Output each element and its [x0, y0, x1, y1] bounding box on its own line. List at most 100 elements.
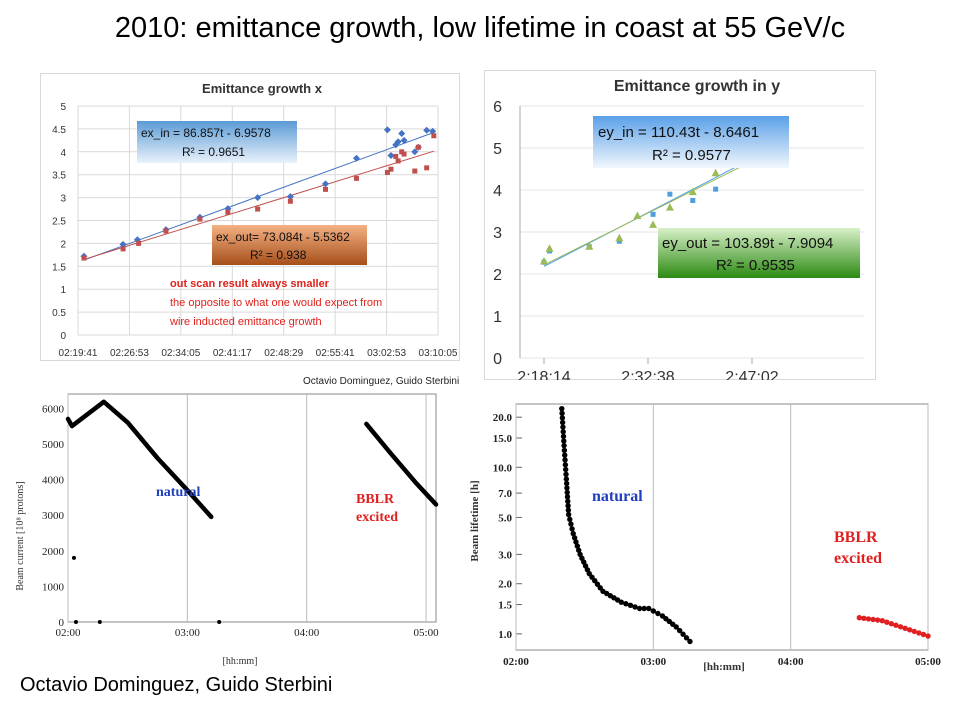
point-bblr-excited: [920, 631, 927, 638]
fit-box-out: ex_out= 73.084t - 5.5362 R² = 0.938: [212, 225, 367, 265]
point-ex_out: [395, 158, 401, 164]
fit-box-in: ex_in = 86.857t - 6.9578 R² = 0.9651: [137, 121, 297, 163]
point-ex_in: [400, 136, 408, 144]
point-natural: [562, 457, 568, 463]
trend-lines: [543, 151, 766, 267]
fit-box-bg: [593, 116, 789, 168]
point-ex_out: [323, 186, 328, 192]
point-natural: [561, 447, 568, 454]
fit-r2: R² = 0.938: [250, 248, 307, 262]
point-ey_in: [650, 211, 656, 217]
y-tick-label: 5: [60, 102, 66, 113]
data-points: [559, 405, 931, 645]
fit-equation: ex_in = 86.857t - 6.9578: [141, 126, 271, 140]
y-tick-label: 3000: [42, 510, 65, 522]
x-tick-label: 02:34:05: [161, 348, 200, 359]
point-natural: [565, 498, 571, 504]
x-tick-label: 02:41:17: [213, 348, 252, 359]
point-ex_in: [411, 148, 419, 156]
point-natural: [650, 608, 657, 614]
point-ey_out: [615, 233, 624, 242]
point-bblr-excited: [861, 615, 867, 622]
point-natural: [564, 485, 570, 491]
point-low: [97, 620, 102, 624]
point-ey_out: [585, 242, 594, 250]
point-ex_out: [401, 151, 407, 157]
point-ex_out: [197, 216, 203, 222]
y-tick-label: 3: [60, 194, 66, 205]
y-tick-label: 4.5: [52, 125, 66, 136]
point-bblr-excited: [884, 619, 890, 625]
point-bblr-excited: [865, 616, 872, 622]
y-tick-label: 2000: [42, 546, 65, 558]
point-natural: [576, 547, 582, 553]
point-natural: [559, 405, 565, 412]
chart-beam-lifetime: 1.0 1.5 2.0 3.0 5.0 7.0 10.0 15.0 20.0 02:00 03:00…: [466, 396, 956, 676]
trend-line-ey_in: [543, 151, 766, 267]
x-axis-label: [hh:mm]: [703, 661, 745, 673]
y-tick-label: 6000: [42, 403, 65, 415]
point-bblr-excited: [916, 630, 922, 636]
label-bblr: BBLR excited: [356, 492, 398, 525]
point-natural: [562, 462, 569, 468]
y-tick-label: 1.5: [498, 600, 512, 612]
fit-box-bg: [658, 228, 860, 278]
point-natural: [687, 638, 693, 645]
x-tick-label: 02:00: [55, 627, 81, 639]
point-natural: [618, 599, 624, 605]
x-tick-label: 02:26:53: [110, 348, 149, 359]
x-tick-label: 03:02:53: [367, 348, 406, 359]
credit-small: Octavio Dominguez, Guido Sterbini: [303, 376, 460, 387]
x-axis-label: [hh:mm]: [223, 656, 258, 667]
x-tick-label: 02:48:29: [264, 348, 303, 359]
y-tick-label: 20.0: [493, 412, 513, 424]
point-low: [217, 620, 222, 624]
point-ex_out: [424, 165, 430, 171]
point-natural: [636, 605, 643, 612]
point-bblr-excited: [888, 621, 895, 627]
fit-equation: ey_in = 110.43t - 8.6461: [598, 124, 759, 141]
point-ex_out: [136, 240, 142, 246]
y-tick-label: 3.0: [498, 549, 512, 561]
point-ex_out: [384, 169, 390, 175]
x-tick-label: 03:00: [640, 656, 666, 668]
point-ex_in: [392, 141, 400, 149]
annotation-line-2: the opposite to what one would expect fr…: [170, 297, 382, 309]
point-natural: [564, 494, 571, 500]
point-natural: [563, 466, 569, 473]
point-ex_in: [429, 127, 437, 135]
point-natural: [562, 452, 568, 458]
y-tick-label: 3: [493, 225, 502, 242]
y-tick-label: 4: [493, 183, 502, 200]
point-natural: [564, 489, 570, 496]
axis-ticks: 0 1 2 3 4 5 6 2:18:14 2:32:38 2:47:02: [493, 99, 779, 380]
point-natural: [560, 424, 566, 430]
point-ex_out: [120, 246, 126, 252]
point-bblr-excited: [874, 617, 881, 623]
y-tick-label: 2.0: [498, 579, 512, 591]
point-natural: [563, 476, 570, 482]
point-ex_in: [423, 126, 431, 134]
point-natural: [646, 605, 652, 612]
trend-line-ex_out: [83, 150, 434, 260]
point-bblr-excited: [911, 628, 917, 635]
y-tick-label: 10.0: [493, 462, 513, 474]
point-natural: [563, 471, 569, 477]
point-bblr-excited: [902, 625, 908, 631]
fit-box-bg: [212, 225, 367, 265]
point-ex_out: [388, 166, 394, 172]
point-ey_out: [545, 244, 554, 252]
y-tick-label: 0: [493, 351, 502, 368]
y-tick-label: 0: [59, 617, 65, 629]
y-tick-label: 4000: [42, 475, 65, 487]
y-tick-label: 1: [493, 309, 502, 326]
point-natural: [676, 627, 683, 634]
chart-emittance-x: Emittance growth x 0 0.5 1 1.5 2 2.5 3 3.5 4 4.5 5…: [40, 73, 460, 361]
point-ey_in: [713, 186, 719, 192]
x-tick-label: 2:47:02: [725, 369, 778, 380]
footer-credit: Octavio Dominguez, Guido Sterbini: [20, 674, 333, 696]
point-natural: [559, 415, 566, 421]
point-natural: [561, 438, 567, 444]
point-natural: [565, 511, 572, 518]
y-tick-label: 1.5: [52, 262, 66, 273]
